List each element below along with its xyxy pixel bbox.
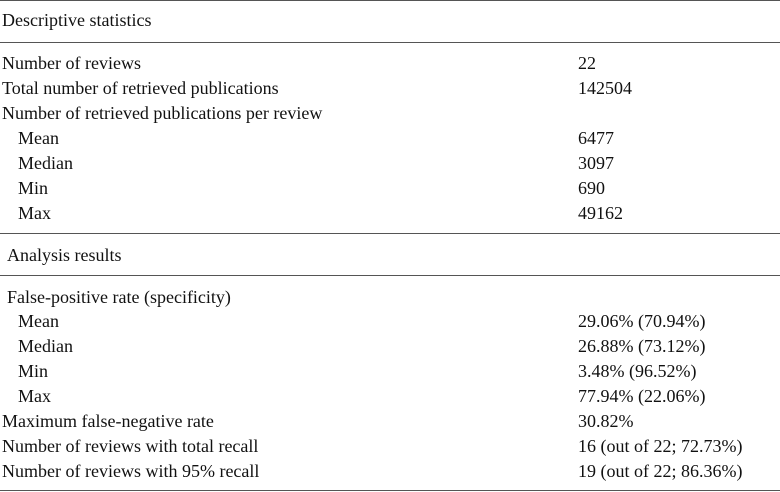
table-row: Mean 29.06% (70.94%) [0,309,780,334]
row-value: 3097 [578,153,614,173]
row-label: Max [18,386,51,406]
section-header-descriptive: Descriptive statistics [0,8,780,33]
row-value: 690 [578,178,605,198]
row-label: Mean [18,128,59,148]
section-rule [0,233,780,234]
row-value: 49162 [578,203,623,223]
table-row: Number of reviews 22 [0,51,780,76]
row-label: Median [18,153,73,173]
row-label: Number of reviews [2,53,141,73]
row-value: 16 (out of 22; 72.73%) [578,436,743,456]
row-value: 142504 [578,78,632,98]
table-row: Max 77.94% (22.06%) [0,384,780,409]
row-value: 3.48% (96.52%) [578,361,697,381]
row-value: 29.06% (70.94%) [578,311,706,331]
row-label: Min [18,178,49,198]
table-row: Total number of retrieved publications 1… [0,76,780,101]
row-value: 19 (out of 22; 86.36%) [578,461,743,481]
row-label: Median [18,336,73,356]
row-label: Max [18,203,51,223]
table-row: False-positive rate (specificity) [0,285,780,310]
row-value: 26.88% (73.12%) [578,336,706,356]
section-rule [0,275,780,276]
row-label: Number of retrieved publications per rev… [2,103,323,123]
table-row: Number of retrieved publications per rev… [0,101,780,126]
section-header-analysis: Analysis results [0,243,780,268]
table-row: Min 3.48% (96.52%) [0,359,780,384]
row-label: Maximum false-negative rate [2,411,214,431]
section-rule [0,42,780,43]
table-row: Number of reviews with total recall 16 (… [0,434,780,459]
row-label: Number of reviews with 95% recall [2,461,260,481]
table-row: Median 3097 [0,151,780,176]
table-bottom-rule [0,490,780,491]
row-label: Total number of retrieved publications [2,78,279,98]
table-row: Maximum false-negative rate 30.82% [0,409,780,434]
section-title: Analysis results [7,245,122,265]
table-row: Mean 6477 [0,126,780,151]
row-label: Min [18,361,49,381]
table-row: Max 49162 [0,201,780,226]
table-row: Median 26.88% (73.12%) [0,334,780,359]
section-title: Descriptive statistics [2,10,152,30]
row-label: False-positive rate (specificity) [7,287,231,307]
table-row: Min 690 [0,176,780,201]
table-row: Number of reviews with 95% recall 19 (ou… [0,459,780,484]
row-label: Number of reviews with total recall [2,436,259,456]
table-top-rule [0,0,780,1]
row-value: 22 [578,53,596,73]
row-value: 30.82% [578,411,634,431]
row-value: 77.94% (22.06%) [578,386,706,406]
row-value: 6477 [578,128,614,148]
row-label: Mean [18,311,59,331]
